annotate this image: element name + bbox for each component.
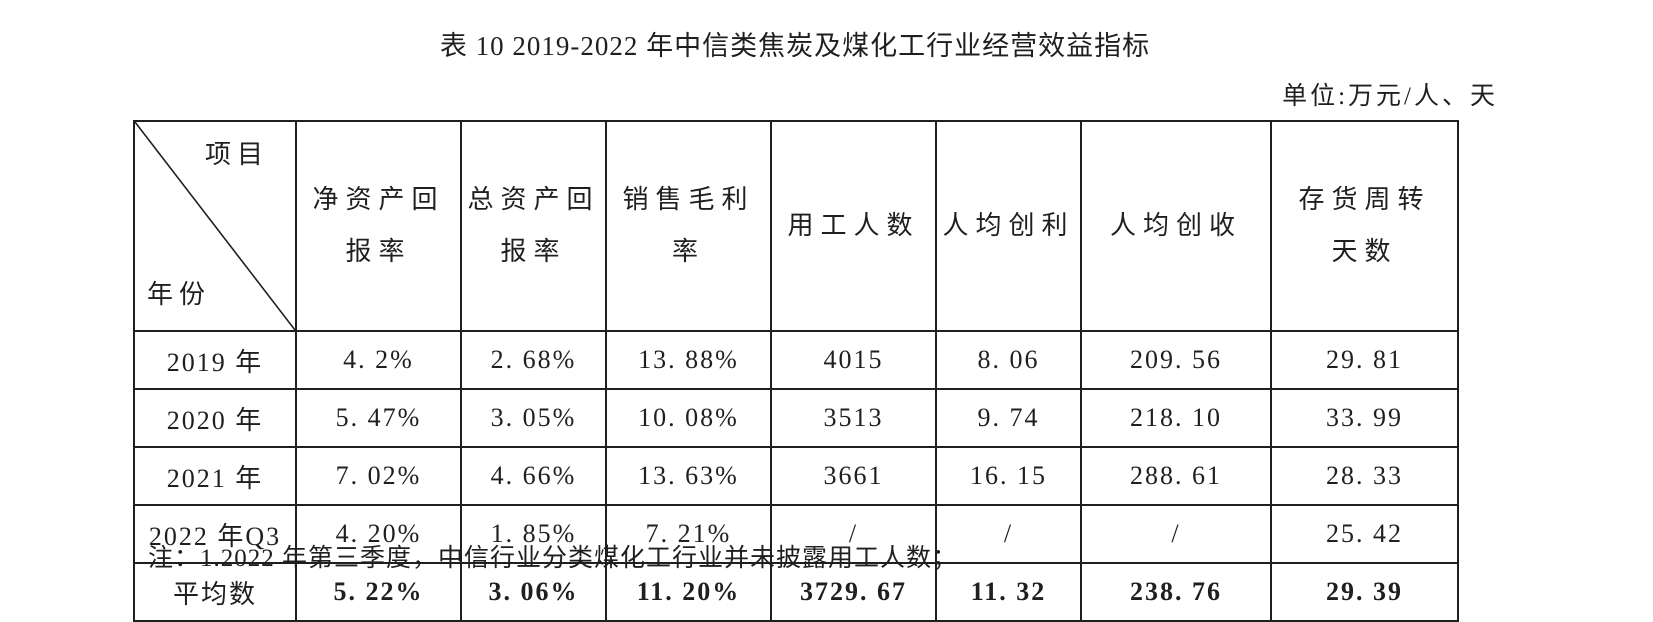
column-header-revenue-per-capita: 人均创收 [1080, 120, 1272, 332]
table-cell: 9. 74 [935, 388, 1082, 448]
table-row-2022-q3: 2022 年Q3 4. 20% 1. 85% 7. 21% / / / 25. … [133, 504, 1459, 564]
row-label: 2022 年Q3 [133, 504, 297, 564]
row-label: 2019 年 [133, 330, 297, 390]
table-cell: 4015 [770, 330, 937, 390]
table-cell: 4. 2% [295, 330, 462, 390]
table-row-2021: 2021 年 7. 02% 4. 66% 13. 63% 3661 16. 15… [133, 446, 1459, 506]
corner-cell: 项目 年份 [133, 120, 297, 332]
table-cell: 4. 66% [460, 446, 607, 506]
table-cell: / [770, 504, 937, 564]
footnote: 注：1.2022 年第三季度，中信行业分类煤化工行业并未披露用工人数； [148, 545, 959, 572]
table-cell: 4. 20% [295, 504, 462, 564]
table-cell: 7. 21% [605, 504, 772, 564]
column-header-profit-per-capita: 人均创利 [935, 120, 1082, 332]
table-cell: 3. 05% [460, 388, 607, 448]
column-header-employees: 用工人数 [770, 120, 937, 332]
diagonal-line [135, 122, 295, 330]
table-cell: 8. 06 [935, 330, 1082, 390]
table-cell: 13. 88% [605, 330, 772, 390]
row-label: 2020 年 [133, 388, 297, 448]
table-cell: 29. 39 [1270, 562, 1459, 622]
table-cell: 3513 [770, 388, 937, 448]
column-header-inventory-turnover-days: 存货周转 天数 [1270, 120, 1459, 332]
table-cell: 25. 42 [1270, 504, 1459, 564]
table-cell: 1. 85% [460, 504, 607, 564]
table-cell: 13. 63% [605, 446, 772, 506]
table-cell: 288. 61 [1080, 446, 1272, 506]
table-cell: 3661 [770, 446, 937, 506]
page-title: 表 10 2019-2022 年中信类焦炭及煤化工行业经营效益指标 [439, 31, 1151, 61]
row-label: 2021 年 [133, 446, 297, 506]
table-cell: 10. 08% [605, 388, 772, 448]
table-cell: 2. 68% [460, 330, 607, 390]
table-cell: 7. 02% [295, 446, 462, 506]
column-header-net-asset-return: 净资产回 报率 [295, 120, 462, 332]
table-cell: 29. 81 [1270, 330, 1459, 390]
table-cell: / [935, 504, 1082, 564]
unit-label: 单位:万元/人、天 [1282, 83, 1498, 110]
table-cell: 28. 33 [1270, 446, 1459, 506]
column-header-total-asset-return: 总资产回 报率 [460, 120, 607, 332]
table-row-2019: 2019 年 4. 2% 2. 68% 13. 88% 4015 8. 06 2… [133, 330, 1459, 390]
corner-project-label: 项目 [204, 140, 269, 169]
column-header-gross-margin: 销售毛利率 [605, 120, 772, 332]
table-cell: 16. 15 [935, 446, 1082, 506]
table-cell: 33. 99 [1270, 388, 1459, 448]
data-table: 项目 年份 净资产回 报率 总资产回 报率 销售毛利率 用工人数 人均创利 人均… [133, 120, 1459, 622]
table-cell: 5. 47% [295, 388, 462, 448]
table-cell: 209. 56 [1080, 330, 1272, 390]
table-cell: 238. 76 [1080, 562, 1272, 622]
table-cell: / [1080, 504, 1272, 564]
table-cell: 218. 10 [1080, 388, 1272, 448]
table-row-2020: 2020 年 5. 47% 3. 05% 10. 08% 3513 9. 74 … [133, 388, 1459, 448]
table-header-row: 项目 年份 净资产回 报率 总资产回 报率 销售毛利率 用工人数 人均创利 人均… [133, 120, 1459, 332]
corner-year-label: 年份 [147, 280, 212, 309]
